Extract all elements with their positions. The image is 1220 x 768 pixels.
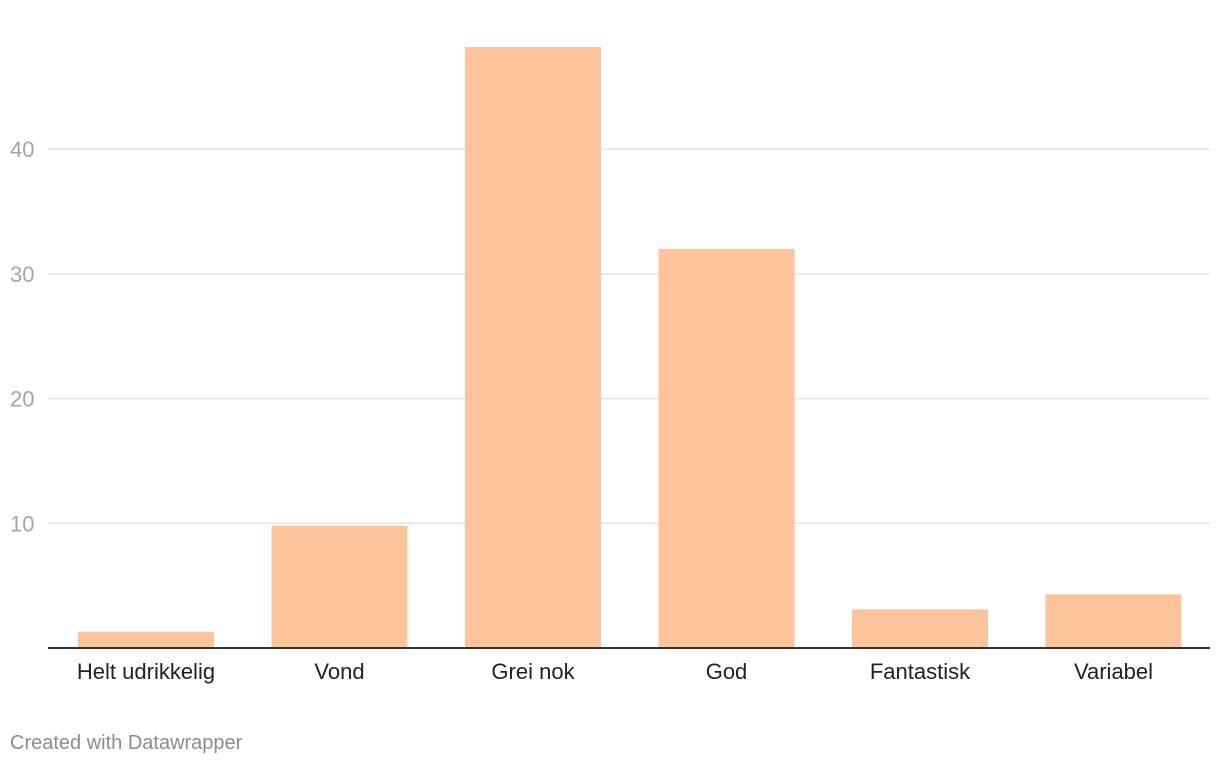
x-tick-label-helt-udrikkelig: Helt udrikkelig (77, 659, 215, 684)
bars (78, 47, 1182, 648)
bar-fantastisk (852, 609, 988, 648)
bar-chart: 10 20 30 40 Helt udrikkelig Vond Grei nok God F… (10, 47, 1210, 684)
x-tick-label-god: God (706, 659, 748, 684)
x-tick-label-vond: Vond (314, 659, 364, 684)
x-tick-label-grei-nok: Grei nok (491, 659, 575, 684)
y-tick-label-20: 20 (10, 387, 34, 412)
y-tick-label-40: 40 (10, 137, 34, 162)
bar-variabel (1045, 594, 1182, 648)
y-tick-label-30: 30 (10, 262, 34, 287)
gridlines (48, 148, 1210, 525)
bar-helt-udrikkelig (78, 631, 214, 648)
datawrapper-credit: Created with Datawrapper (10, 732, 243, 754)
x-tick-label-variabel: Variabel (1074, 659, 1153, 684)
bar-grei-nok (465, 47, 601, 648)
y-tick-label-10: 10 (10, 511, 34, 536)
y-axis-tick-labels: 10 20 30 40 (10, 137, 34, 536)
bar-vond (271, 525, 408, 648)
x-axis-tick-labels: Helt udrikkelig Vond Grei nok God Fantastisk… (77, 659, 1153, 684)
bar-god (658, 248, 795, 648)
x-tick-label-fantastisk: Fantastisk (870, 659, 971, 684)
